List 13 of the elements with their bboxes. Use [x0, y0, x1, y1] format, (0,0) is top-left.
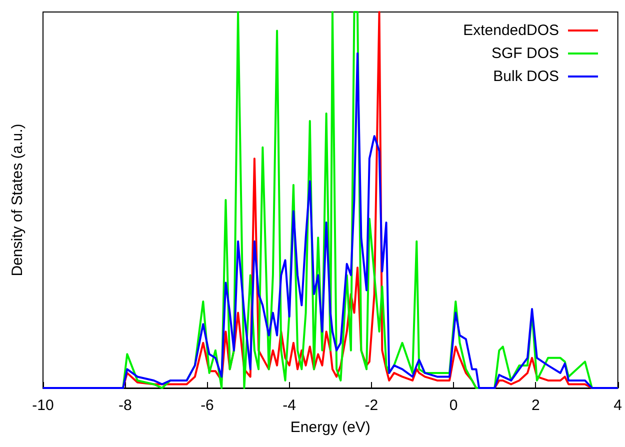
- x-tick-label: -2: [364, 397, 378, 414]
- x-tick-label: -4: [282, 397, 296, 414]
- y-axis-title: Density of States (a.u.): [9, 124, 26, 276]
- x-tick-label: -6: [200, 397, 214, 414]
- x-tick-label: 0: [449, 397, 458, 414]
- legend-label: Bulk DOS: [493, 68, 559, 85]
- legend-label: ExtendedDOS: [463, 22, 559, 39]
- x-tick-label: 4: [614, 397, 622, 414]
- x-tick-label: 2: [532, 397, 540, 414]
- x-tick-label: -10: [32, 397, 54, 414]
- legend-label: SGF DOS: [491, 45, 559, 62]
- x-axis-title: Energy (eV): [290, 419, 370, 436]
- x-tick-label: -8: [118, 397, 132, 414]
